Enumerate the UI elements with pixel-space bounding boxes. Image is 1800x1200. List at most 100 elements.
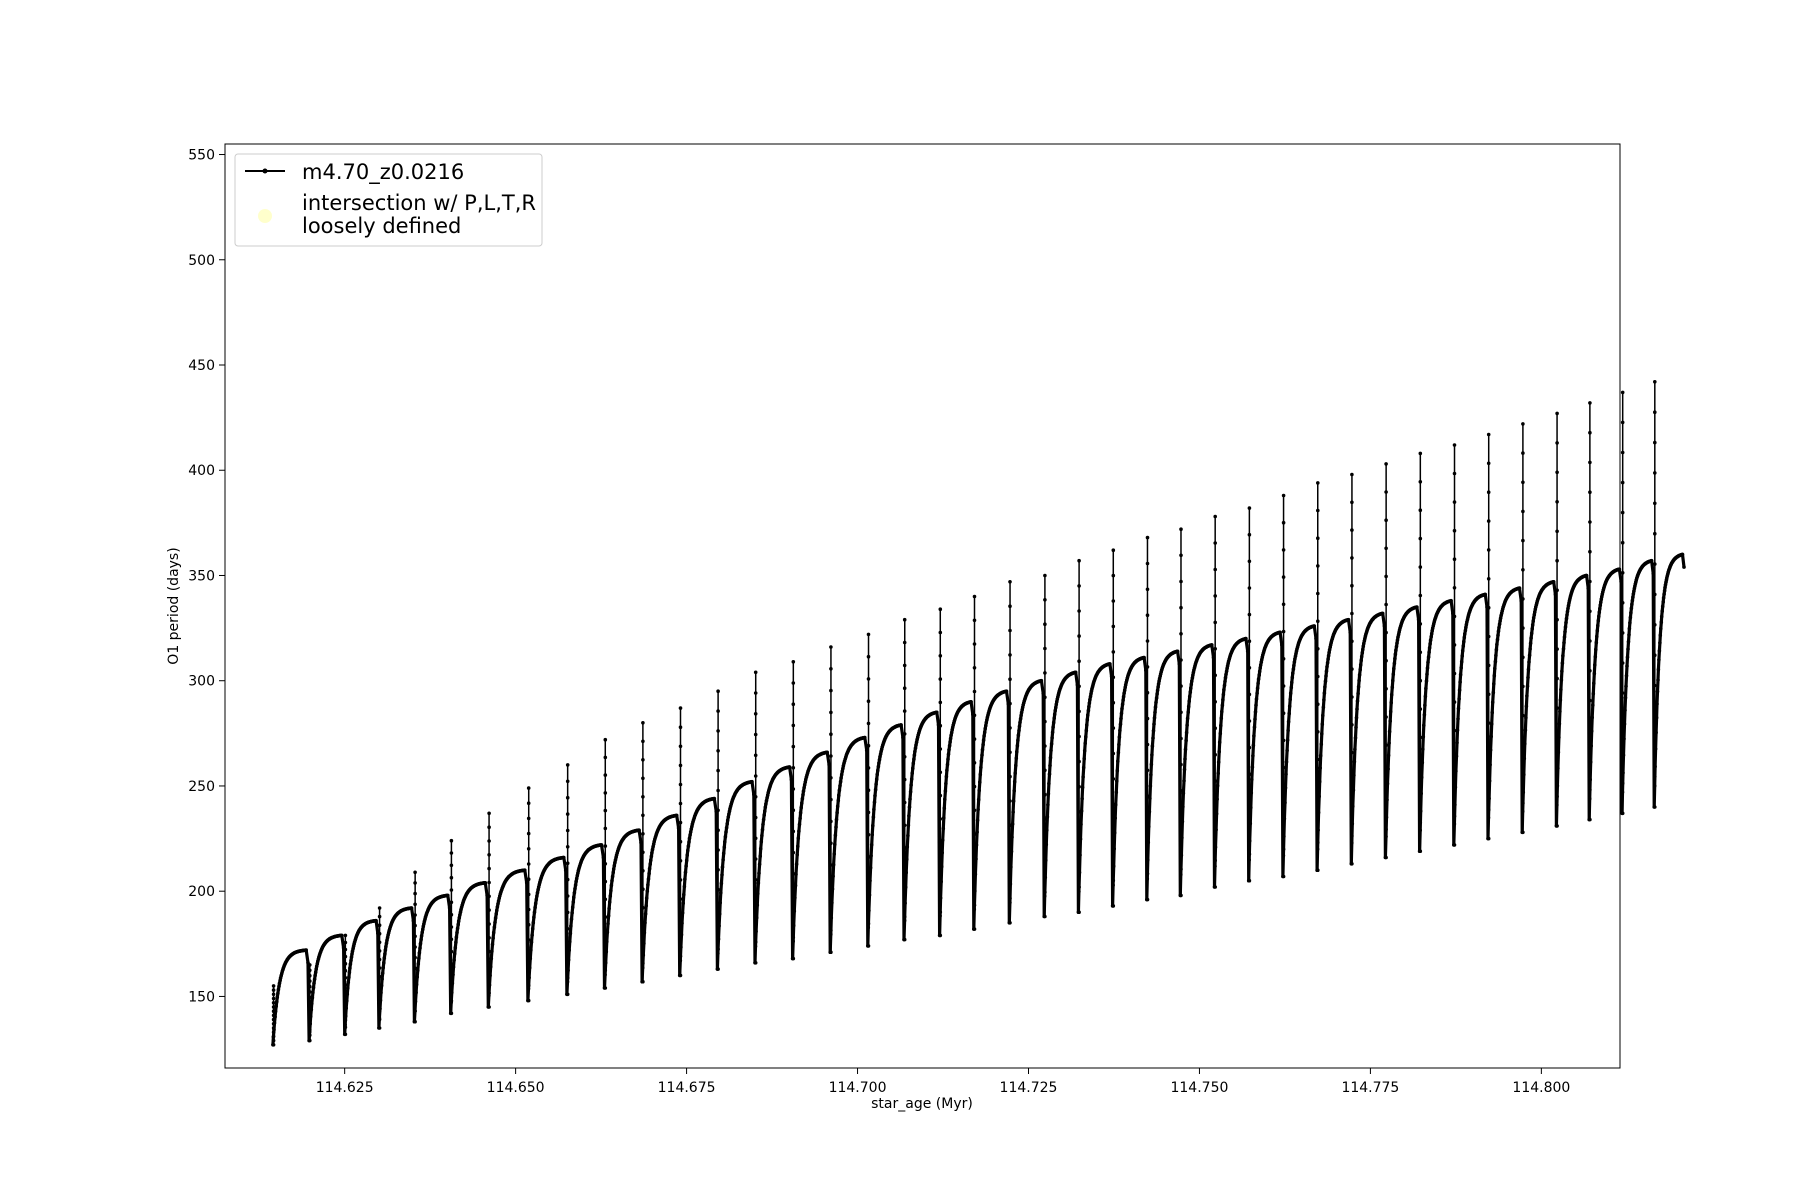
series-point — [796, 844, 800, 848]
series-point — [1628, 615, 1633, 620]
series-point — [789, 777, 794, 782]
series-point — [645, 889, 650, 893]
series-point — [1356, 691, 1360, 696]
series-point — [974, 843, 979, 847]
series-point — [1054, 702, 1059, 707]
series-point — [535, 894, 539, 898]
series-point — [834, 817, 839, 822]
series-point — [1361, 644, 1366, 649]
series-point — [840, 769, 845, 774]
series-point — [1425, 666, 1430, 670]
series-point — [1531, 619, 1535, 623]
series-point — [1156, 685, 1160, 689]
x-tick-label: 114.625 — [316, 1080, 374, 1096]
series-point — [873, 793, 877, 798]
series-point — [1257, 673, 1261, 677]
series-point — [799, 805, 803, 810]
series-point — [1319, 742, 1324, 746]
series-point — [942, 816, 946, 820]
series-point — [1493, 659, 1498, 664]
series-point — [721, 851, 726, 856]
series-point — [1251, 754, 1255, 758]
series-point — [1217, 749, 1221, 754]
series-point — [574, 876, 579, 881]
series-point — [1558, 709, 1562, 714]
series-point — [750, 779, 754, 784]
series-point — [680, 911, 685, 915]
series-point — [489, 956, 494, 961]
series-point — [1421, 734, 1426, 739]
series-point — [1449, 598, 1453, 603]
series-point — [796, 836, 801, 841]
series-point — [1564, 620, 1568, 625]
series-point — [1415, 605, 1419, 609]
series-point — [1108, 662, 1112, 666]
series-point — [940, 838, 945, 842]
series-point — [863, 735, 867, 740]
series-point — [1153, 710, 1157, 715]
series-point — [1250, 777, 1254, 782]
y-tick-label: 450 — [188, 358, 215, 374]
series-point — [1086, 708, 1091, 713]
series-point — [757, 862, 762, 867]
y-axis: 150 200 250 300 350 400 450 500 550 — [188, 148, 225, 1005]
series-point — [1257, 669, 1262, 674]
series-point — [720, 865, 725, 869]
series-point — [643, 921, 647, 925]
series-point — [1458, 680, 1462, 684]
series-point — [455, 926, 460, 931]
series-point — [1625, 664, 1629, 668]
series-point — [1317, 779, 1322, 784]
series-point — [417, 951, 422, 955]
series-point — [347, 970, 352, 975]
series-point — [1391, 678, 1395, 683]
series-point — [874, 782, 878, 787]
series-point — [941, 826, 946, 831]
series-point — [1318, 753, 1323, 758]
series-point — [1219, 716, 1224, 720]
series-point — [1045, 828, 1049, 832]
series-point — [1386, 753, 1391, 758]
series-point — [984, 720, 989, 725]
series-point — [1593, 655, 1598, 659]
series-point — [1354, 725, 1358, 730]
series-point — [458, 913, 462, 917]
series-point — [276, 991, 280, 996]
series-point — [1560, 661, 1565, 665]
series-point — [1147, 810, 1152, 814]
series-point — [712, 796, 717, 801]
series-point — [1148, 784, 1153, 788]
series-point — [1211, 655, 1216, 660]
series-point — [346, 980, 351, 985]
series-point — [1661, 596, 1666, 600]
x-tick-label: 114.750 — [1170, 1080, 1228, 1096]
series-point — [1532, 612, 1537, 617]
series-point — [1490, 710, 1494, 715]
series-point — [800, 801, 804, 805]
series-point — [1119, 716, 1123, 721]
series-point — [1595, 628, 1600, 633]
y-tick-label: 500 — [188, 253, 215, 269]
series-point — [833, 842, 837, 847]
series-point — [1013, 771, 1017, 775]
y-axis-label: O1 period (days) — [166, 547, 182, 664]
y-tick-label: 250 — [188, 779, 215, 795]
series-point — [719, 881, 724, 886]
series-point — [1623, 708, 1627, 713]
series-point — [1563, 630, 1567, 634]
series-point — [483, 881, 488, 885]
series-point — [1420, 760, 1425, 765]
spike-point — [938, 933, 943, 938]
series-point — [1018, 717, 1023, 721]
series-point — [873, 787, 878, 792]
y-tick-label: 200 — [188, 884, 215, 900]
spike-point — [753, 961, 758, 965]
series-point — [1352, 773, 1356, 778]
series-point — [1524, 704, 1529, 709]
series-point — [1215, 797, 1219, 801]
series-point — [605, 930, 610, 934]
series-point — [1656, 678, 1660, 682]
series-point — [1591, 703, 1595, 707]
series-point — [1483, 592, 1488, 597]
series-point — [1584, 573, 1589, 578]
